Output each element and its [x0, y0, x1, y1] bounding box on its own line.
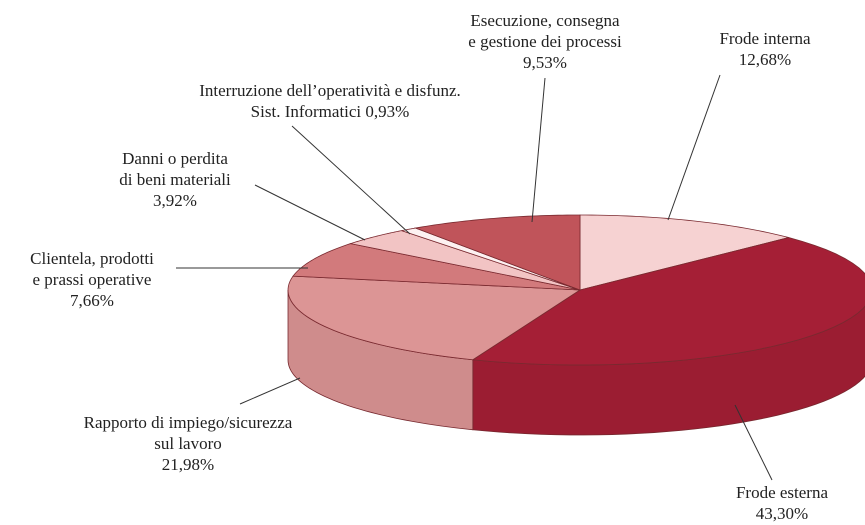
value-label: 12,68%: [738, 50, 792, 69]
slice-side-shade: [288, 290, 473, 430]
category-name: Frode esterna: [735, 483, 829, 502]
leader-line: [531, 77, 546, 223]
value-label: 43,30%: [755, 504, 809, 523]
value-label: 7,66%: [70, 291, 114, 310]
category-name: Interruzione dell’operatività e disfunz.…: [199, 81, 461, 121]
value-label: 0,93%: [365, 102, 410, 121]
slice: [401, 227, 581, 291]
leader-line: [254, 184, 366, 241]
leader-line: [667, 74, 721, 221]
category-name: Rapporto di impiego/sicurezza sul lavoro: [83, 413, 293, 453]
value-label: 21,98%: [161, 455, 215, 474]
slice-side-shade: [472, 306, 865, 435]
slice: [579, 214, 789, 291]
leader-line: [734, 404, 773, 481]
slice-label: Clientela, prodotti e prassi operative 7,…: [0, 248, 252, 311]
slice: [287, 275, 582, 361]
category-name: Danni o perdita di beni materiali: [119, 149, 231, 189]
value-label: 9,53%: [523, 53, 567, 72]
slice-label: Danni o perdita di beni materiali 3,92%: [15, 148, 335, 211]
slice: [349, 230, 581, 291]
value-label: 3,92%: [153, 191, 197, 210]
slice-label: Rapporto di impiego/sicurezza sul lavoro…: [28, 412, 348, 475]
slice-label: Frode esterna 43,30%: [622, 482, 865, 524]
leader-line: [291, 125, 411, 235]
slice: [413, 214, 581, 291]
slice-label: Esecuzione, consegna e gestione dei proc…: [385, 10, 705, 73]
slice: [471, 237, 865, 366]
leader-line: [239, 377, 301, 405]
slice-label: Interruzione dell’operatività e disfunz.…: [170, 80, 490, 122]
slice: [292, 243, 581, 291]
category-name: Esecuzione, consegna e gestione dei proc…: [468, 11, 622, 51]
category-name: Clientela, prodotti e prassi operative: [30, 249, 154, 289]
slice-label: Frode interna 12,68%: [605, 28, 865, 70]
category-name: Frode interna: [719, 29, 811, 48]
